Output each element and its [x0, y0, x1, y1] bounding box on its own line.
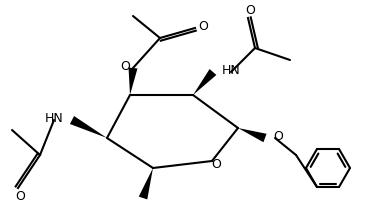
Text: O: O: [198, 21, 208, 34]
Text: O: O: [15, 189, 25, 203]
Text: O: O: [120, 60, 130, 72]
Polygon shape: [238, 128, 266, 142]
Text: O: O: [273, 131, 283, 143]
Polygon shape: [70, 116, 107, 138]
Text: HN: HN: [44, 111, 63, 124]
Polygon shape: [193, 69, 216, 95]
Text: HN: HN: [222, 65, 241, 78]
Polygon shape: [128, 67, 138, 95]
Text: O: O: [211, 159, 221, 171]
Text: O: O: [245, 5, 255, 18]
Polygon shape: [139, 168, 153, 200]
